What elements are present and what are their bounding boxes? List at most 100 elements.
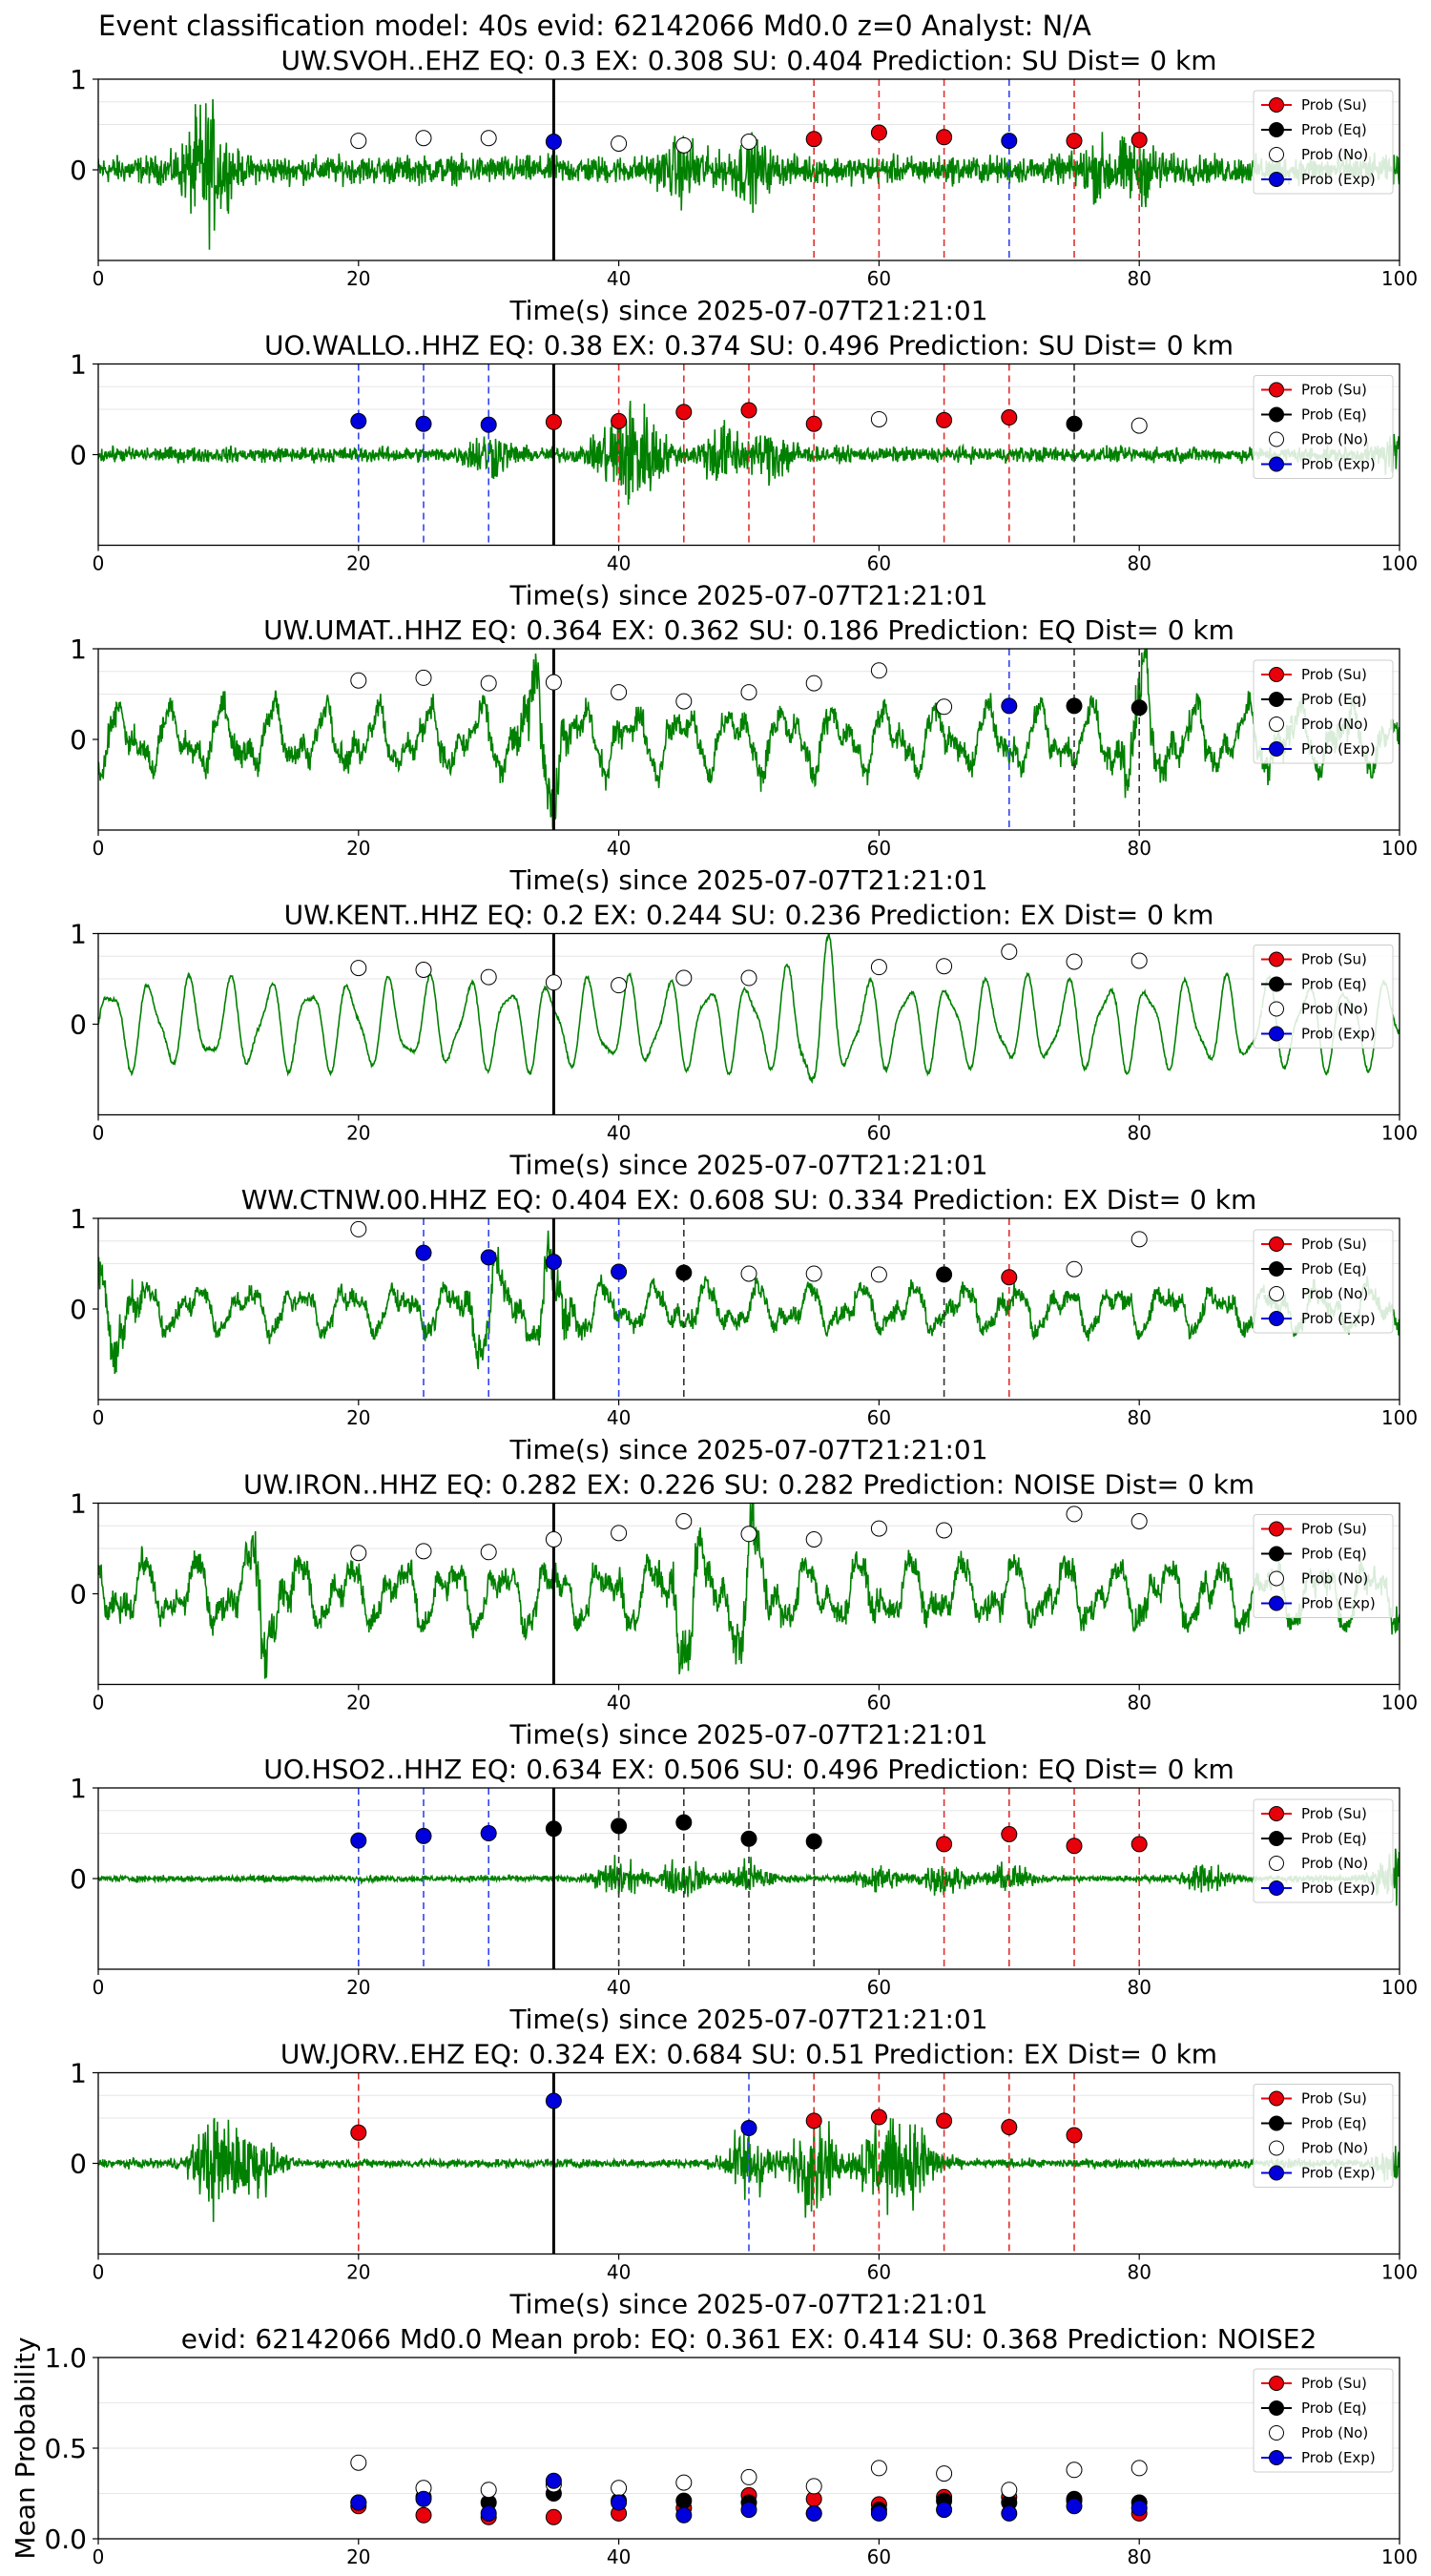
- subplot-2: UO.WALLO..HHZ EQ: 0.38 EX: 0.374 SU: 0.4…: [70, 330, 1418, 612]
- legend-marker-su: [1269, 2090, 1284, 2107]
- x-axis-label: Time(s) since 2025-07-07T21:21:01: [508, 2289, 987, 2320]
- x-tick-label: 100: [1381, 837, 1418, 860]
- x-axis-label: Time(s) since 2025-07-07T21:21:01: [508, 1150, 987, 1181]
- prob-point-su: [545, 413, 562, 430]
- subplot-title: UO.WALLO..HHZ EQ: 0.38 EX: 0.374 SU: 0.4…: [264, 330, 1234, 362]
- prob-point-no: [350, 1545, 367, 1562]
- legend-marker-eq: [1269, 1546, 1284, 1562]
- x-tick-label: 0: [93, 1122, 105, 1145]
- x-tick-label: 0: [93, 552, 105, 575]
- legend-label-su: Prob (Su): [1301, 1236, 1367, 1253]
- legend-marker-su: [1269, 2376, 1284, 2391]
- prob-point-su: [1130, 132, 1148, 149]
- prob-point-no: [675, 1513, 693, 1529]
- legend-marker-su: [1269, 1521, 1284, 1537]
- prob-point-no: [870, 662, 887, 679]
- y-tick-label: 0.0: [44, 2524, 87, 2555]
- legend-marker-exp: [1269, 741, 1284, 757]
- legend-label-su: Prob (Su): [1301, 382, 1367, 399]
- prob-point-exp: [415, 1827, 432, 1844]
- x-tick-label: 40: [607, 552, 631, 575]
- prob-point-no: [350, 960, 367, 977]
- legend: Prob (Su) Prob (Eq) Prob (No) Prob (Exp): [1253, 2368, 1394, 2473]
- prob-point-no: [740, 134, 757, 151]
- x-tick-label: 20: [346, 837, 370, 860]
- legend-label-exp: Prob (Exp): [1301, 171, 1376, 188]
- legend-marker-exp: [1269, 172, 1284, 187]
- x-tick-label: 100: [1381, 1122, 1418, 1145]
- prob-point-su: [936, 2112, 953, 2129]
- legend-marker-no: [1269, 717, 1284, 732]
- prob-point-su: [740, 402, 757, 419]
- x-tick-label: 0: [93, 1692, 105, 1714]
- prob-point-no: [350, 1220, 367, 1237]
- prob-point-no: [1130, 1513, 1148, 1529]
- subplot-title: UW.UMAT..HHZ EQ: 0.364 EX: 0.362 SU: 0.1…: [263, 614, 1234, 646]
- legend-label-eq: Prob (Eq): [1301, 1830, 1367, 1847]
- prob-point-eq: [936, 1266, 953, 1283]
- x-axis-label: Time(s) since 2025-07-07T21:21:01: [508, 1719, 987, 1751]
- mean-point-no: [936, 2465, 953, 2483]
- y-tick-label: 1.0: [44, 2342, 87, 2374]
- prob-point-su: [1066, 1838, 1083, 1855]
- prob-point-eq: [740, 1830, 757, 1847]
- x-tick-label: 80: [1127, 1122, 1151, 1145]
- legend-label-eq: Prob (Eq): [1301, 1260, 1367, 1278]
- prob-point-su: [870, 2109, 887, 2126]
- x-tick-label: 100: [1381, 267, 1418, 290]
- mean-point-no: [675, 2474, 693, 2491]
- x-tick-label: 0: [93, 267, 105, 290]
- mean-point-no: [1066, 2462, 1083, 2479]
- prob-point-no: [415, 1543, 432, 1560]
- prob-point-eq: [805, 1833, 822, 1850]
- prob-point-exp: [1001, 697, 1018, 715]
- legend-label-exp: Prob (Exp): [1301, 1880, 1376, 1897]
- prob-point-no: [936, 698, 953, 716]
- prob-point-eq: [545, 1820, 562, 1838]
- x-tick-label: 100: [1381, 2261, 1418, 2284]
- prob-point-exp: [415, 415, 432, 432]
- legend-frame: [1253, 659, 1394, 764]
- prob-point-no: [675, 969, 693, 987]
- legend: Prob (Su) Prob (Eq) Prob (No) Prob (Exp): [1253, 1514, 1394, 1618]
- plot-area: [98, 364, 1400, 546]
- mean-point-exp: [545, 2472, 562, 2489]
- legend-marker-no: [1269, 431, 1284, 447]
- mean-point-no: [350, 2454, 367, 2471]
- x-tick-label: 0: [93, 2261, 105, 2284]
- legend-label-eq: Prob (Eq): [1301, 2115, 1367, 2132]
- prob-point-no: [805, 675, 822, 692]
- prob-point-no: [545, 974, 562, 991]
- y-tick-label: 1: [70, 1773, 87, 1804]
- mean-point-exp: [611, 2494, 628, 2511]
- legend-marker-exp: [1269, 2450, 1284, 2465]
- legend-marker-eq: [1269, 1261, 1284, 1277]
- legend-label-no: Prob (No): [1301, 2424, 1368, 2441]
- legend-label-su: Prob (Su): [1301, 1521, 1367, 1538]
- prob-point-su: [936, 129, 953, 146]
- mean-point-exp: [1066, 2498, 1083, 2515]
- mean-point-exp: [480, 2504, 497, 2522]
- x-tick-label: 40: [607, 1406, 631, 1429]
- legend-label-su: Prob (Su): [1301, 666, 1367, 683]
- legend-label-exp: Prob (Exp): [1301, 456, 1376, 473]
- plot-area: [98, 933, 1400, 1115]
- x-tick-label: 0: [93, 837, 105, 860]
- legend-frame: [1253, 945, 1394, 1049]
- prob-point-su: [1001, 2119, 1018, 2135]
- x-tick-label: 20: [346, 2545, 370, 2568]
- mean-point-exp: [1130, 2500, 1148, 2517]
- subplot-title: evid: 62142066 Md0.0 Mean prob: EQ: 0.36…: [181, 2323, 1317, 2355]
- x-tick-label: 100: [1381, 1406, 1418, 1429]
- subplot-title: UW.KENT..HHZ EQ: 0.2 EX: 0.244 SU: 0.236…: [284, 900, 1214, 931]
- legend-label-su: Prob (Su): [1301, 951, 1367, 968]
- legend-frame: [1253, 375, 1394, 479]
- x-tick-label: 40: [607, 267, 631, 290]
- plot-area: [98, 649, 1400, 830]
- legend: Prob (Su) Prob (Eq) Prob (No) Prob (Exp): [1253, 1229, 1394, 1334]
- subplot-9: evid: 62142066 Md0.0 Mean prob: EQ: 0.36…: [10, 2323, 1418, 2568]
- prob-point-no: [936, 958, 953, 975]
- prob-point-no: [480, 1544, 497, 1561]
- prob-point-no: [1130, 417, 1148, 434]
